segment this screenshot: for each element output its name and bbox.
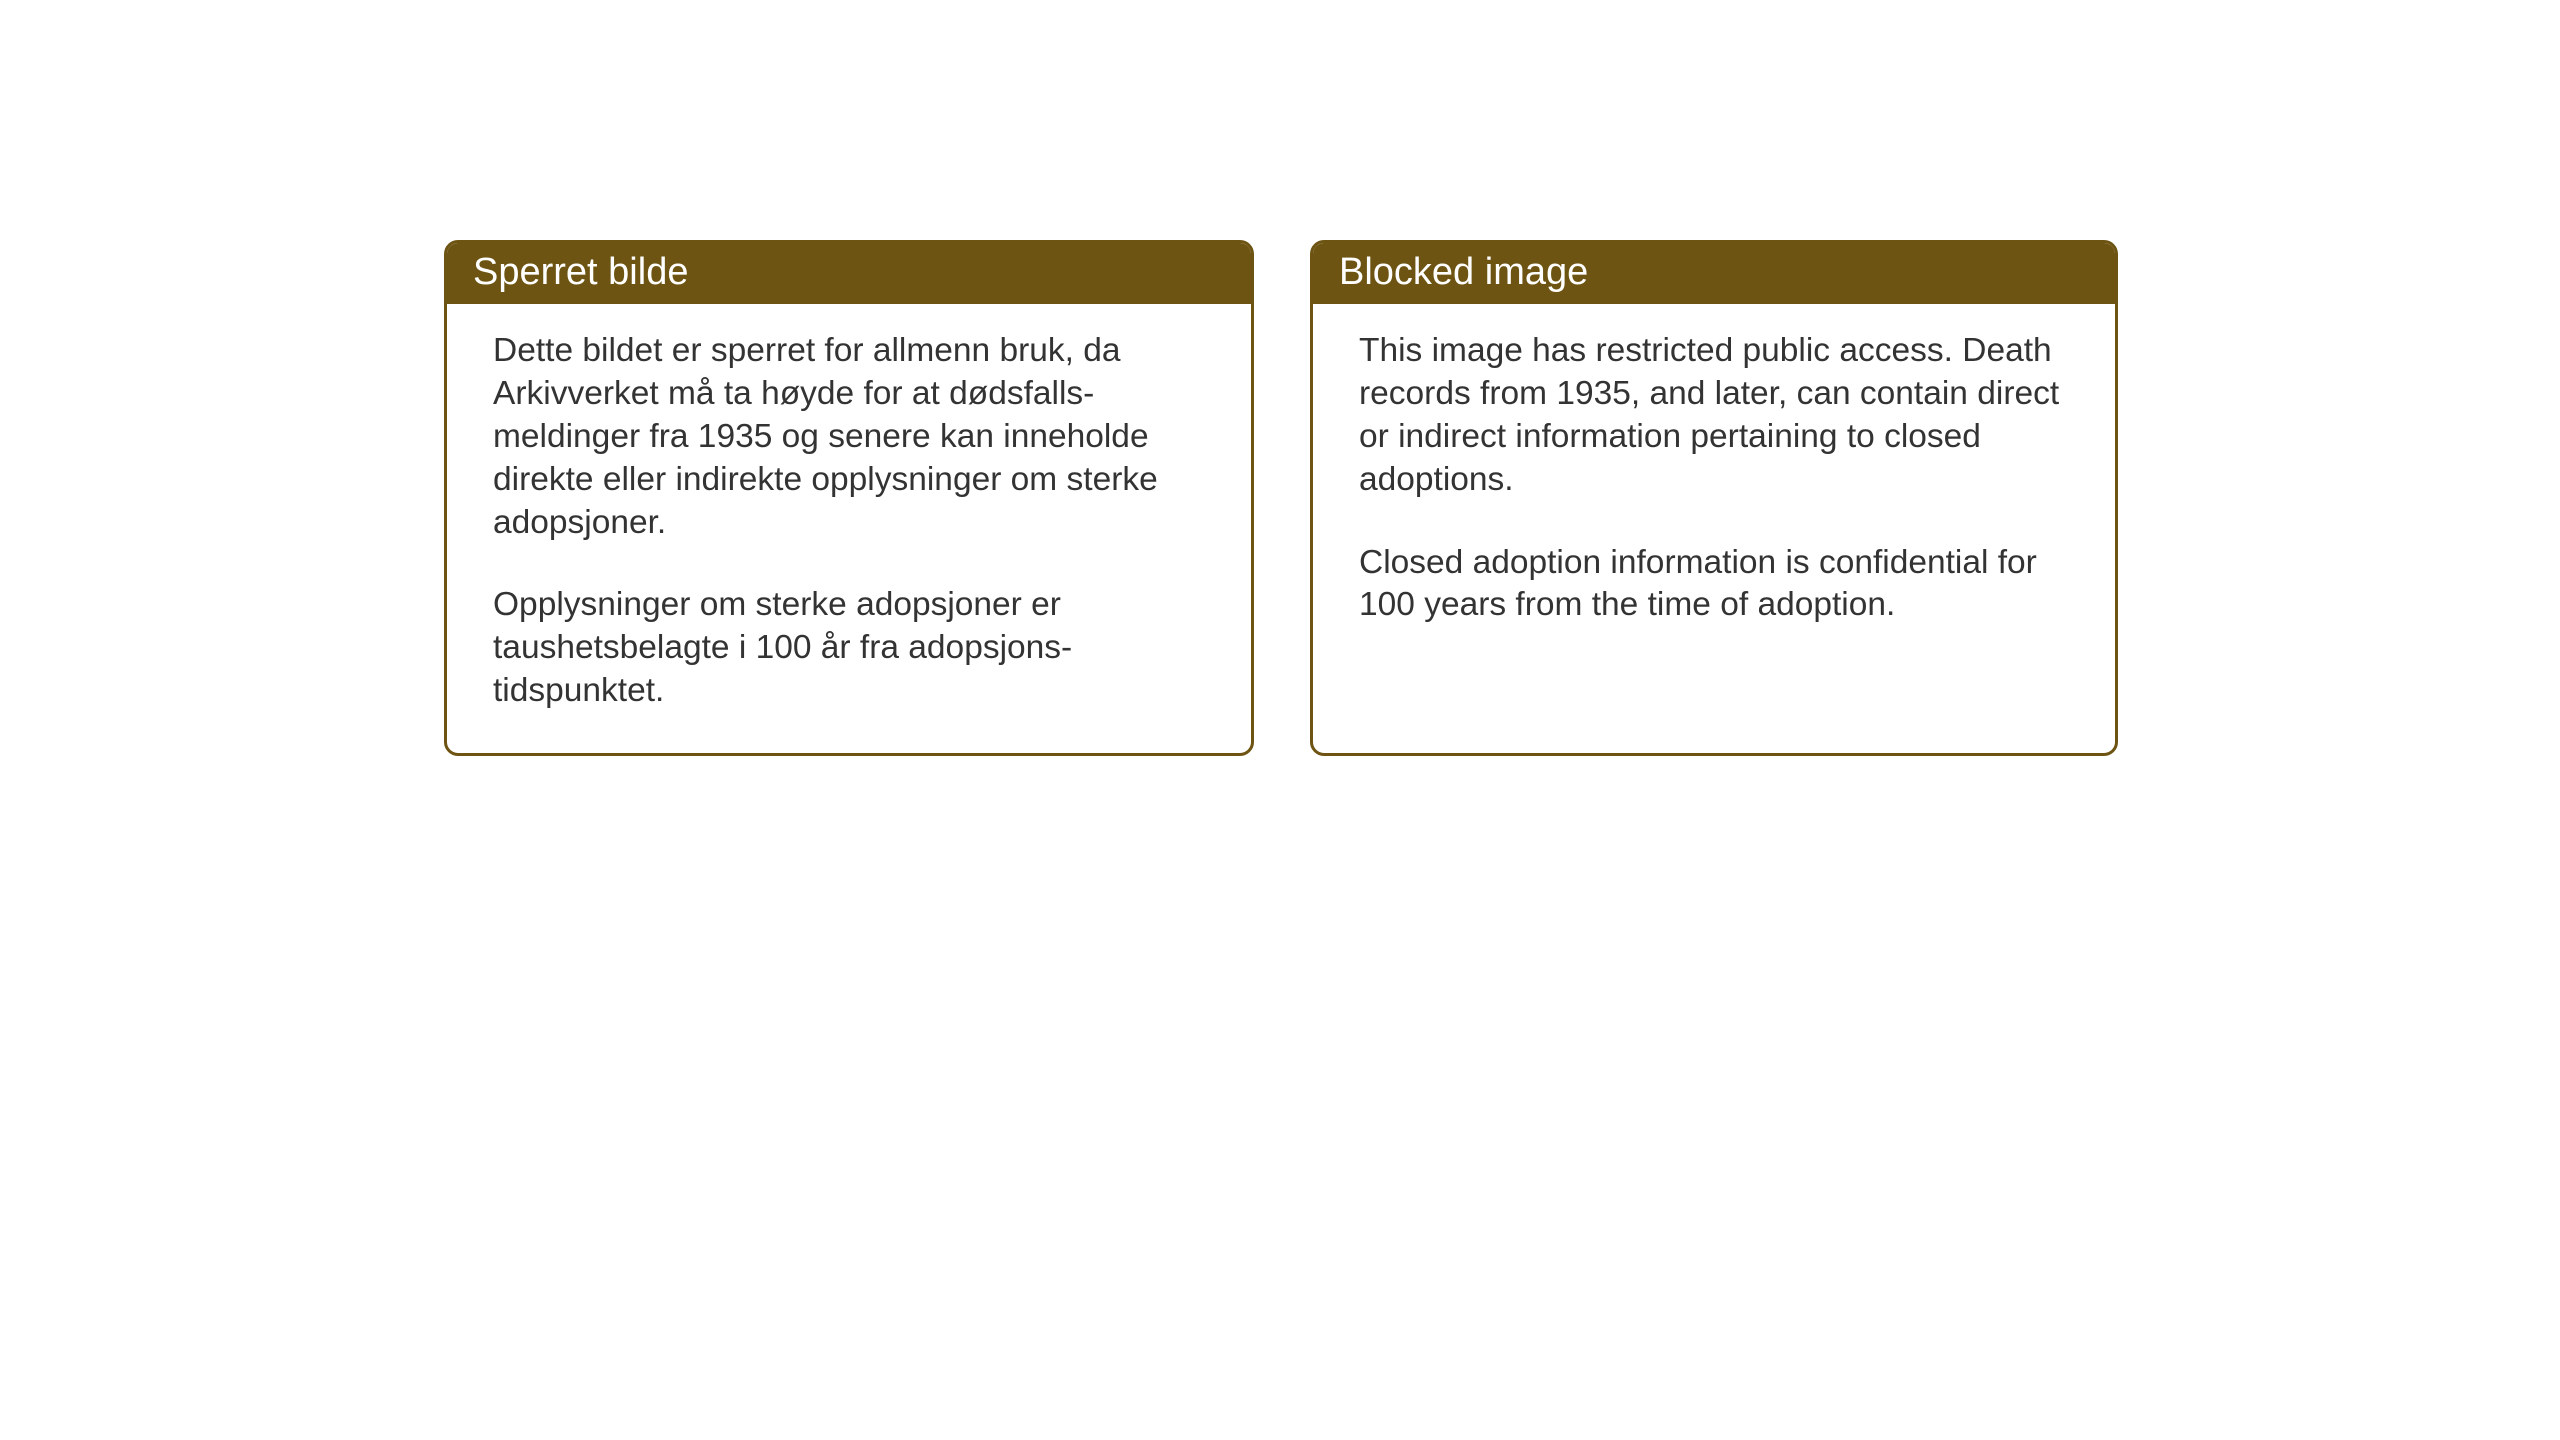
notice-title-norwegian: Sperret bilde: [473, 251, 688, 293]
notice-body-norwegian: Dette bildet er sperret for allmenn bruk…: [447, 304, 1251, 753]
notice-title-english: Blocked image: [1339, 251, 1588, 293]
notice-card-norwegian: Sperret bilde Dette bildet er sperret fo…: [444, 240, 1254, 756]
notice-container: Sperret bilde Dette bildet er sperret fo…: [444, 240, 2118, 756]
notice-paragraph-1-english: This image has restricted public access.…: [1359, 330, 2069, 502]
notice-paragraph-1-norwegian: Dette bildet er sperret for allmenn bruk…: [493, 330, 1205, 544]
notice-paragraph-2-english: Closed adoption information is confident…: [1359, 542, 2069, 628]
notice-paragraph-2-norwegian: Opplysninger om sterke adopsjoner er tau…: [493, 584, 1205, 713]
notice-header-norwegian: Sperret bilde: [447, 243, 1251, 304]
notice-card-english: Blocked image This image has restricted …: [1310, 240, 2118, 756]
notice-body-english: This image has restricted public access.…: [1313, 304, 2115, 724]
notice-header-english: Blocked image: [1313, 243, 2115, 304]
